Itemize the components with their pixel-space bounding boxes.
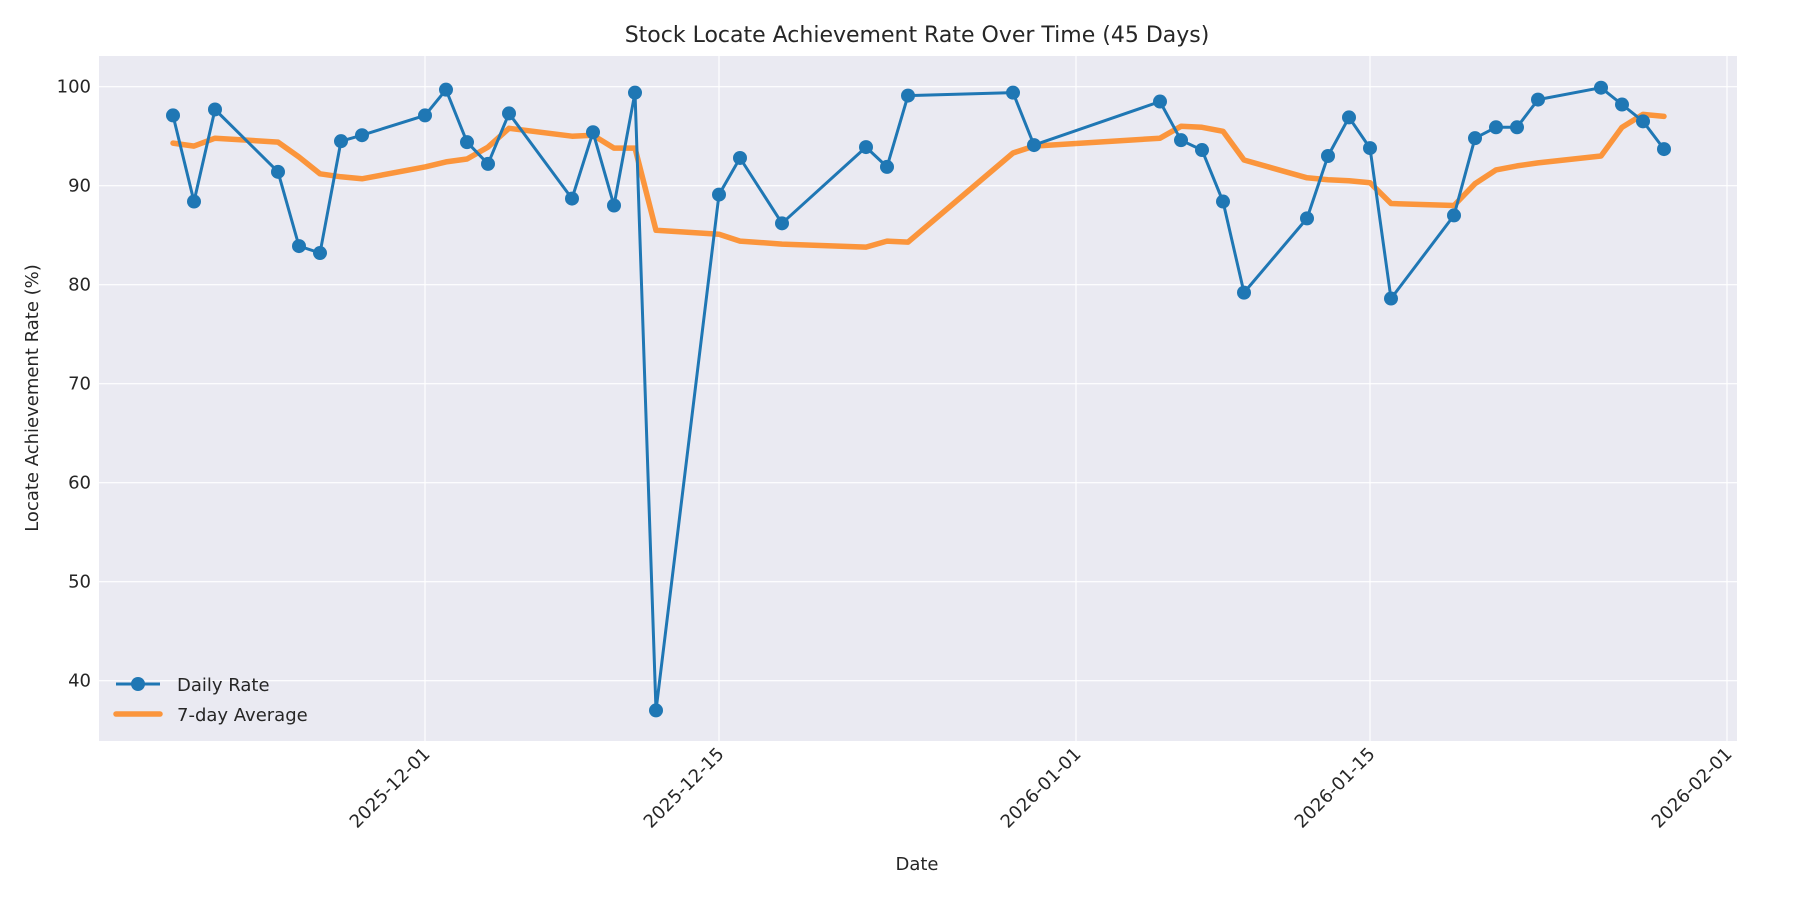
data-point-marker [1594,80,1608,95]
legend-label-7-day-average: 7-day Average [177,705,308,726]
data-point-marker [901,88,915,103]
data-point-marker [1216,194,1230,209]
data-point-marker [1006,85,1020,100]
data-point-marker [166,108,180,123]
x-axis-label: Date [895,854,938,875]
data-point-marker [1342,110,1356,125]
plot-area [99,56,1737,741]
y-axis-label: Locate Achievement Rate (%) [22,264,43,532]
data-point-marker [586,125,600,140]
data-point-marker [1657,142,1671,157]
x-tick-label: 2026-01-15 [1291,744,1380,833]
data-point-marker [1489,120,1503,135]
x-tick-label: 2025-12-15 [640,744,729,833]
data-point-marker [607,198,621,213]
grid-lines [99,56,1737,741]
data-point-marker [439,82,453,97]
y-tick-label: 80 [68,275,91,296]
data-point-marker [649,703,663,718]
data-point-marker [1468,131,1482,146]
y-axis-ticks: 40 50 60 70 80 90 100 [57,77,91,692]
y-tick-label: 40 [68,671,91,692]
data-point-marker [1531,92,1545,107]
data-point-marker [1027,138,1041,153]
series-7-day-average [170,111,1667,250]
data-point-marker [1447,208,1461,223]
x-axis-ticks: 2025-12-01 2025-12-15 2026-01-01 2026-01-15… [346,744,1737,833]
y-tick-label: 100 [57,77,91,98]
legend-item-7-day-average: 7-day Average [113,705,308,726]
data-point-marker [775,216,789,231]
data-point-marker [460,135,474,150]
legend-marker-icon [131,677,145,691]
data-point-marker [628,85,642,100]
series-daily-rate [166,80,1671,718]
data-point-marker [1153,94,1167,109]
data-point-marker [481,156,495,171]
data-point-marker [208,102,222,117]
data-point-marker [880,159,894,174]
y-tick-label: 90 [68,176,91,197]
legend: Daily Rate 7-day Average [113,675,308,726]
y-tick-label: 70 [68,374,91,395]
data-point-marker [187,194,201,209]
average-line [170,111,1667,250]
x-tick-label: 2025-12-01 [346,744,435,833]
y-tick-label: 50 [68,572,91,593]
data-point-marker [565,191,579,206]
legend-label-daily-rate: Daily Rate [177,675,270,696]
data-point-marker [418,108,432,123]
data-point-marker [859,140,873,155]
data-point-marker [271,164,285,179]
data-point-marker [1363,141,1377,156]
data-point-marker [355,128,369,143]
data-point-marker [1300,211,1314,226]
data-point-marker [1384,291,1398,306]
data-point-marker [1636,114,1650,129]
data-point-marker [733,150,747,165]
data-point-marker [712,187,726,202]
data-point-marker [1195,143,1209,158]
data-point-marker [292,239,306,254]
data-point-marker [1321,149,1335,163]
legend-item-daily-rate: Daily Rate [116,675,270,696]
data-point-marker [1510,120,1524,135]
data-point-marker [1615,97,1629,112]
data-point-marker [502,106,516,121]
y-tick-label: 60 [68,473,91,494]
data-point-marker [334,134,348,149]
x-tick-label: 2026-01-01 [997,744,1086,833]
data-point-marker [1237,285,1251,300]
data-point-marker [1174,133,1188,148]
data-point-marker [313,246,327,261]
x-tick-label: 2026-02-01 [1648,744,1737,833]
chart-title: Stock Locate Achievement Rate Over Time … [625,23,1210,48]
